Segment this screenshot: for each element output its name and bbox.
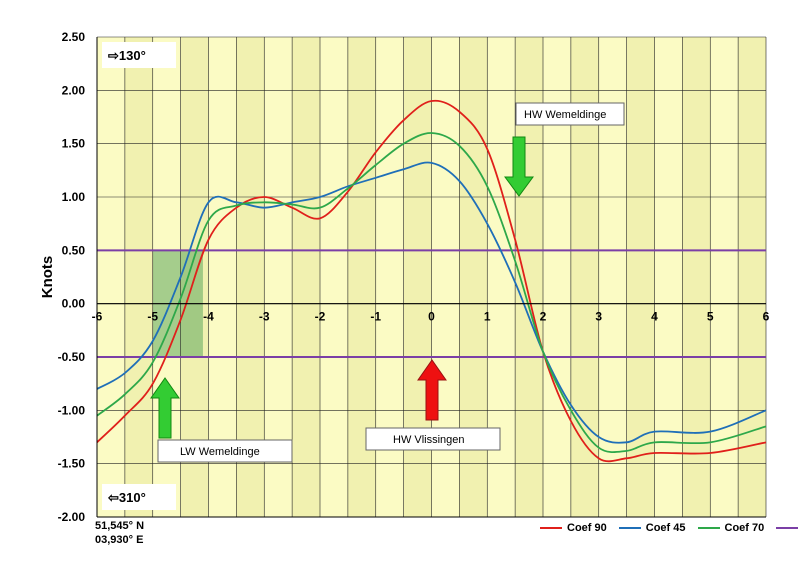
direction-ebb-label: ⇦310° xyxy=(107,490,146,505)
legend-item: Max xyxy=(776,522,800,534)
y-tick-label: -0.50 xyxy=(58,350,86,364)
direction-flood-label: ⇨130° xyxy=(108,48,146,63)
plot-band xyxy=(738,37,766,517)
hw-wemeldinge-label: HW Wemeldinge xyxy=(524,109,606,121)
plot-band xyxy=(682,37,711,517)
series-line-coef-90 xyxy=(96,99,767,463)
x-tick-label: -6 xyxy=(92,310,103,324)
chart-legend: Coef 90 Coef 45 Coef 70 Max xyxy=(540,522,800,534)
hw-wemeldinge-box xyxy=(515,102,625,126)
legend-swatch xyxy=(618,527,641,529)
y-tick-label: 1.00 xyxy=(62,190,86,204)
y-tick-label: 1.50 xyxy=(62,137,86,151)
x-tick-label: -1 xyxy=(370,310,381,324)
y-tick-label: 2.00 xyxy=(62,83,86,97)
y-tick-label: -2.00 xyxy=(58,510,86,524)
y-tick-label: 0.50 xyxy=(62,243,86,257)
lw-wemeldinge-box xyxy=(157,439,293,463)
latitude-label: 51,545° N xyxy=(95,520,145,532)
x-tick-label: 3 xyxy=(595,310,602,324)
x-tick-label: -4 xyxy=(203,310,214,324)
legend-item: Coef 90 xyxy=(540,522,607,534)
series-line-coef-45 xyxy=(96,161,767,444)
series-line-coef-70 xyxy=(96,132,767,454)
legend-label: Coef 70 xyxy=(724,522,765,534)
hw-vlissingen-label: HW Vlissingen xyxy=(393,434,465,446)
y-tick-label: -1.00 xyxy=(58,403,86,417)
x-tick-label: 4 xyxy=(651,310,658,324)
plot-band xyxy=(292,37,320,517)
hw-vlissingen-box xyxy=(365,427,501,451)
legend-label: Coef 90 xyxy=(567,522,607,534)
x-tick-label: -3 xyxy=(259,310,270,324)
x-tick-label: -5 xyxy=(147,310,158,324)
legend-label: Coef 45 xyxy=(645,522,686,534)
x-tick-label: 2 xyxy=(540,310,547,324)
longitude-label: 03,930° E xyxy=(95,534,144,546)
hw-wemeldinge-arrow xyxy=(504,136,534,197)
y-tick-label: 0.00 xyxy=(62,297,86,311)
plot-band xyxy=(124,37,153,517)
x-tick-label: -2 xyxy=(315,310,326,324)
legend-swatch xyxy=(776,527,799,529)
direction-flood-box xyxy=(102,42,176,68)
x-tick-label: 0 xyxy=(428,310,435,324)
y-tick-label: -1.50 xyxy=(58,457,86,471)
y-tick-label: 2.50 xyxy=(62,30,86,44)
x-tick-label: 1 xyxy=(484,310,491,324)
hw-vlissingen-arrow xyxy=(417,359,447,421)
x-tick-label: 6 xyxy=(763,310,770,324)
legend-swatch xyxy=(697,527,720,529)
plot-band xyxy=(236,37,265,517)
y-axis-label: Knots xyxy=(39,256,56,299)
plot-band xyxy=(626,37,655,517)
x-tick-label: 5 xyxy=(707,310,714,324)
lw-wemeldinge-arrow xyxy=(150,377,180,439)
lw-wemeldinge-label: LW Wemeldinge xyxy=(180,446,260,458)
legend-item: Coef 70 xyxy=(697,522,765,534)
legend-swatch xyxy=(540,527,562,529)
direction-ebb-box xyxy=(102,484,176,510)
legend-item: Coef 45 xyxy=(618,522,686,534)
